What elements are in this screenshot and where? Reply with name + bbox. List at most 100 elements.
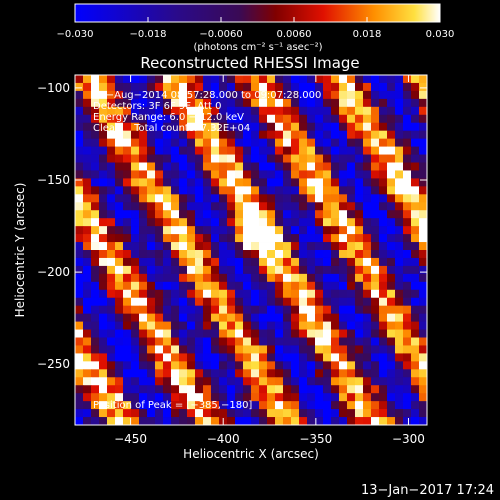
heatmap-cell: [331, 90, 340, 100]
heatmap-cell: [323, 186, 332, 195]
heatmap-cell: [235, 210, 244, 219]
heatmap-cell: [203, 297, 212, 307]
heatmap-cell: [139, 257, 148, 267]
heatmap-cell: [139, 226, 148, 235]
heatmap-cell: [331, 409, 340, 418]
heatmap-cell: [363, 218, 372, 227]
colorbar-tick-label: 0.030: [426, 29, 455, 40]
heatmap-cell: [171, 82, 180, 92]
heatmap-cell: [419, 234, 428, 243]
heatmap-cell: [299, 130, 308, 140]
heatmap-cell: [395, 202, 404, 211]
heatmap-cell: [139, 90, 148, 100]
heatmap-cell: [163, 226, 172, 235]
heatmap-cell: [283, 369, 292, 378]
heatmap-cell: [395, 313, 404, 322]
heatmap-cell: [107, 154, 116, 163]
heatmap-cell: [75, 369, 84, 378]
heatmap-cell: [187, 289, 196, 299]
heatmap-cell: [411, 265, 420, 275]
heatmap-cell: [299, 401, 308, 410]
heatmap-cell: [187, 417, 196, 426]
heatmap-cell: [403, 273, 412, 283]
heatmap-cell: [419, 138, 428, 147]
heatmap-cell: [139, 218, 148, 227]
heatmap-cell: [299, 353, 308, 362]
heatmap-cell: [123, 393, 132, 402]
heatmap-cell: [411, 393, 420, 402]
heatmap-cell: [355, 321, 364, 330]
heatmap-cell: [107, 122, 116, 132]
heatmap-cell: [403, 257, 412, 267]
heatmap-cell: [267, 250, 276, 259]
heatmap-cell: [227, 305, 236, 315]
heatmap-cell: [115, 377, 124, 386]
heatmap-cell: [99, 337, 108, 346]
heatmap-cell: [395, 361, 404, 370]
heatmap-cell: [251, 281, 260, 291]
heatmap-cell: [211, 401, 220, 410]
heatmap-cell: [251, 170, 260, 179]
heatmap-cell: [347, 234, 356, 243]
heatmap-cell: [331, 289, 340, 299]
heatmap-cell: [315, 250, 324, 259]
heatmap-cell: [179, 353, 188, 362]
heatmap-cell: [123, 385, 132, 394]
heatmap-cell: [411, 273, 420, 283]
heatmap-cell: [123, 297, 132, 307]
heatmap-cell: [155, 369, 164, 378]
heatmap-cell: [123, 218, 132, 227]
heatmap-cell: [195, 369, 204, 378]
heatmap-cell: [315, 361, 324, 370]
heatmap-cell: [171, 273, 180, 283]
heatmap-cell: [275, 345, 284, 354]
heatmap-cell: [107, 162, 116, 171]
heatmap-cell: [123, 409, 132, 418]
heatmap-cell: [307, 98, 316, 108]
heatmap-cell: [147, 170, 156, 179]
heatmap-cell: [163, 321, 172, 330]
heatmap-cell: [219, 226, 228, 235]
heatmap-cell: [315, 345, 324, 354]
heatmap-cell: [299, 234, 308, 243]
heatmap-cell: [283, 257, 292, 267]
heatmap-cell: [163, 242, 172, 251]
heatmap-cell: [387, 226, 396, 235]
heatmap-cell: [315, 218, 324, 227]
heatmap-cell: [339, 226, 348, 235]
heatmap-cell: [299, 114, 308, 124]
heatmap-cell: [75, 313, 84, 322]
heatmap-cell: [395, 138, 404, 147]
heatmap-cell: [115, 273, 124, 283]
heatmap-cell: [107, 75, 116, 84]
heatmap-cell: [411, 106, 420, 116]
heatmap-cell: [419, 329, 428, 338]
heatmap-cell: [107, 257, 116, 267]
heatmap-cell: [139, 82, 148, 92]
heatmap-cell: [283, 242, 292, 251]
heatmap-cell: [203, 401, 212, 410]
heatmap-cell: [371, 162, 380, 171]
heatmap-cell: [363, 337, 372, 346]
heatmap-cell: [411, 130, 420, 140]
heatmap-cell: [283, 297, 292, 307]
heatmap-cell: [363, 257, 372, 267]
heatmap-cell: [203, 218, 212, 227]
heatmap-cell: [99, 178, 108, 187]
heatmap-cell: [99, 202, 108, 211]
heatmap-cell: [259, 281, 268, 291]
heatmap-cell: [75, 106, 84, 116]
heatmap-cell: [339, 234, 348, 243]
heatmap-cell: [323, 82, 332, 92]
heatmap-cell: [299, 106, 308, 116]
heatmap-cell: [99, 146, 108, 155]
heatmap-cell: [243, 130, 252, 140]
heatmap-cell: [267, 321, 276, 330]
heatmap-cell: [291, 162, 300, 171]
heatmap-cell: [323, 385, 332, 394]
heatmap-cell: [75, 202, 84, 211]
heatmap-cell: [75, 345, 84, 354]
heatmap-cell: [243, 106, 252, 116]
heatmap-cell: [211, 305, 220, 315]
heatmap-cell: [411, 82, 420, 92]
